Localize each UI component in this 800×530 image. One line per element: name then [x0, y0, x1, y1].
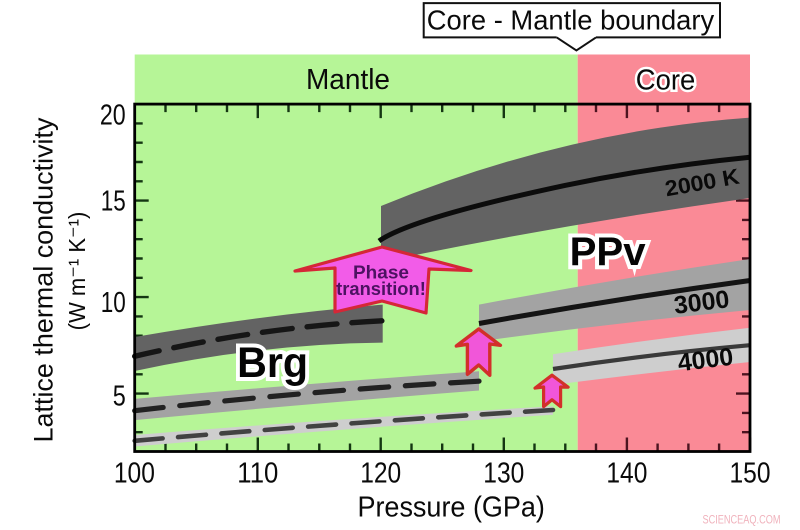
- svg-text:PPv: PPv: [570, 230, 647, 274]
- svg-text:Core: Core: [636, 65, 696, 97]
- svg-text:Brg: Brg: [237, 340, 308, 387]
- svg-text:150: 150: [730, 458, 771, 490]
- svg-text:3000: 3000: [672, 285, 731, 320]
- svg-text:140: 140: [606, 458, 647, 490]
- svg-text:Lattice thermal conductivity: Lattice thermal conductivity: [28, 117, 59, 442]
- svg-text:100: 100: [114, 458, 155, 490]
- svg-text:Mantle: Mantle: [306, 64, 390, 96]
- svg-text:120: 120: [360, 458, 401, 490]
- svg-text:5: 5: [113, 381, 126, 413]
- svg-text:20: 20: [100, 100, 126, 132]
- svg-text:Phase: Phase: [353, 262, 409, 283]
- svg-text:4000: 4000: [676, 343, 735, 378]
- svg-text:130: 130: [483, 458, 524, 490]
- svg-text:SCIENCEAQ.COM: SCIENCEAQ.COM: [703, 515, 781, 527]
- svg-text:15: 15: [101, 185, 126, 217]
- svg-text:transition!: transition!: [336, 278, 426, 299]
- svg-text:Core - Mantle boundary: Core - Mantle boundary: [427, 5, 715, 36]
- svg-text:110: 110: [237, 458, 278, 490]
- svg-text:Pressure (GPa): Pressure (GPa): [357, 491, 545, 523]
- svg-text:10: 10: [101, 287, 126, 319]
- svg-text:(W m⁻¹ K⁻¹): (W m⁻¹ K⁻¹): [64, 212, 90, 331]
